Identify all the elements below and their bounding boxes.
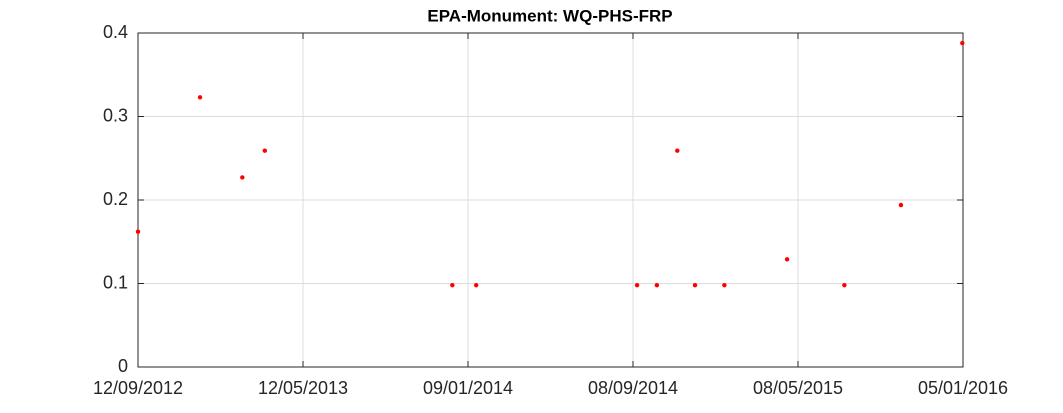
y-tick-label: 0.3 [103, 105, 128, 125]
point [450, 282, 455, 288]
y-tick-label: 0 [118, 356, 128, 376]
y-tick-label: 0.2 [103, 189, 128, 209]
point [654, 282, 660, 288]
point [262, 148, 268, 153]
point [722, 282, 727, 288]
point [197, 95, 203, 100]
point [634, 282, 640, 288]
point [960, 40, 965, 46]
y-tick-label: 0.4 [103, 22, 128, 42]
point [135, 229, 141, 234]
point [675, 148, 680, 153]
x-tick-label: 08/09/2014 [588, 378, 678, 398]
x-tick-label: 09/01/2014 [423, 378, 513, 398]
point [898, 202, 904, 208]
point [473, 282, 479, 288]
x-tick-label: 05/01/2016 [918, 378, 1008, 398]
x-tick-label: 12/09/2012 [93, 378, 183, 398]
chart-title: EPA-Monument: WQ-PHS-FRP [427, 6, 672, 25]
y-tick-label: 0.1 [103, 272, 128, 292]
point [842, 282, 847, 288]
plot-frame [137, 32, 964, 368]
point [240, 175, 245, 180]
x-tick-label: 08/05/2015 [753, 378, 843, 398]
x-tick-label: 12/05/2013 [258, 378, 348, 398]
point [692, 282, 698, 288]
point [784, 257, 790, 262]
